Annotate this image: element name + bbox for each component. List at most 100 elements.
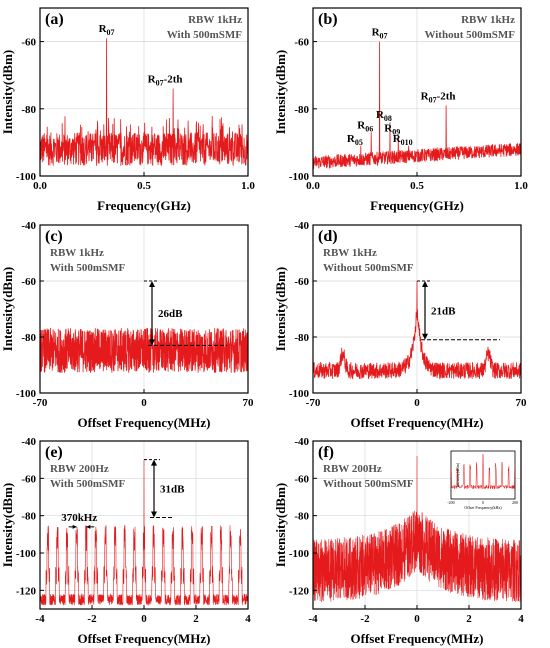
x-axis-title: Frequency(GHz) xyxy=(370,198,464,213)
info-text: RBW 200Hz xyxy=(323,463,382,475)
x-tick-label: 2 xyxy=(193,613,199,625)
peak-label: R09 xyxy=(384,123,400,137)
y-axis-title: Intensity(dBm) xyxy=(273,267,288,352)
x-tick-label: -70 xyxy=(33,397,48,409)
x-tick-label: -4 xyxy=(35,613,45,625)
y-tick-label: -100 xyxy=(289,171,310,183)
trace-line xyxy=(40,327,248,373)
x-tick-label: 70 xyxy=(243,397,255,409)
x-tick-label: -2 xyxy=(87,613,97,625)
spacing-arrowhead-left xyxy=(72,524,77,529)
panel-label: (b) xyxy=(318,11,338,28)
x-tick-label: 1.0 xyxy=(514,180,528,192)
info-text: RBW 1kHz xyxy=(323,247,377,259)
info-text: With 500mSMF xyxy=(50,262,126,274)
y-tick-label: -100 xyxy=(289,388,310,400)
y-tick-label: -80 xyxy=(294,511,309,523)
trace-group xyxy=(40,327,248,373)
x-axis-title: Offset Frequency(MHz) xyxy=(351,415,484,430)
x-tick-label: 0 xyxy=(414,397,420,409)
y-axis-title: Intensity(dBm) xyxy=(0,267,15,352)
spacing-arrowhead-right xyxy=(86,524,91,529)
peak-label: R07 xyxy=(99,23,115,37)
x-tick-label: -70 xyxy=(306,397,321,409)
chart-panel-d: -40 -60 -80 -100-70 0 70 Offset Frequency(MHz)… xyxy=(273,220,527,430)
y-tick-label: -40 xyxy=(21,220,36,232)
x-tick-label: 2 xyxy=(466,613,472,625)
x-tick-label: 0 xyxy=(141,397,147,409)
trace-group xyxy=(313,41,521,170)
trace-group xyxy=(313,455,521,603)
inset-chart: -200 0 200 Offset Frequency(kHz) Intensity(d… xyxy=(447,450,518,510)
arrow-head-down xyxy=(151,511,157,518)
x-tick-label: 4 xyxy=(518,613,524,625)
x-axis-title: Offset Frequency(MHz) xyxy=(78,631,211,646)
trace-group xyxy=(40,38,248,167)
y-tick-label: -60 xyxy=(294,473,309,485)
inset-x-tick-label: 200 xyxy=(512,500,518,505)
x-tick-label: 0.5 xyxy=(410,180,424,192)
x-tick-label: 70 xyxy=(516,397,528,409)
y-tick-label: -60 xyxy=(21,37,36,49)
y-tick-label: -60 xyxy=(21,276,36,288)
y-axis-title: Intensity(dBm) xyxy=(273,483,288,568)
db-annotation: 21dB xyxy=(431,305,456,317)
y-tick-label: -40 xyxy=(294,220,309,232)
x-tick-label: 4 xyxy=(245,613,251,625)
arrow-head-up xyxy=(422,281,428,287)
panel-label: (a) xyxy=(45,11,64,28)
y-tick-label: -100 xyxy=(16,171,37,183)
info-text: Without 500mSMF xyxy=(424,29,515,41)
y-tick-label: -40 xyxy=(294,436,309,448)
peak-label: R08 xyxy=(376,109,392,123)
y-tick-label: -100 xyxy=(16,388,37,400)
x-tick-label: -4 xyxy=(308,613,318,625)
x-tick-label: 0.5 xyxy=(137,180,151,192)
x-tick-label: 0.0 xyxy=(33,180,47,192)
info-text: RBW 200Hz xyxy=(50,463,109,475)
x-axis-title: Offset Frequency(MHz) xyxy=(351,631,484,646)
spacing-label: 370kHz xyxy=(61,512,97,524)
y-axis-title: Intensity(dBm) xyxy=(0,50,15,135)
info-text: RBW 1kHz xyxy=(188,14,242,26)
y-axis-title: Intensity(dBm) xyxy=(0,483,15,568)
x-tick-label: 1.0 xyxy=(241,180,255,192)
info-text: RBW 1kHz xyxy=(50,247,104,259)
y-tick-label: -60 xyxy=(294,37,309,49)
chart-panel-f: -40 -60 -80 -100 -120 -4 -2 0 2 4 Offset Frequency… xyxy=(273,436,524,646)
info-text: Without 500mSMF xyxy=(323,262,414,274)
panel-label: (f) xyxy=(318,444,334,461)
y-tick-label: -100 xyxy=(289,548,310,560)
y-tick-label: -40 xyxy=(21,436,36,448)
x-axis-title: Frequency(GHz) xyxy=(97,198,191,213)
info-text: With 500mSMF xyxy=(50,478,126,490)
y-tick-label: -100 xyxy=(16,548,37,560)
arrow-head-down xyxy=(422,333,428,340)
chart-panel-c: -40 -60 -80 -100-70 0 70 Offset Frequency(MHz)… xyxy=(0,220,254,430)
arrow-head-up xyxy=(149,281,155,287)
x-tick-label: 0 xyxy=(141,613,147,625)
y-tick-label: -120 xyxy=(16,585,37,597)
inset-x-axis-title: Offset Frequency(kHz) xyxy=(464,505,502,510)
peak-label: R06 xyxy=(357,119,373,133)
peak-label: R010 xyxy=(393,133,413,147)
y-tick-label: -80 xyxy=(21,332,36,344)
arrow-head-down xyxy=(149,339,155,346)
inset-x-tick-label: -200 xyxy=(447,500,454,505)
panel-label: (c) xyxy=(45,228,63,245)
y-tick-label: -80 xyxy=(21,511,36,523)
db-annotation: 31dB xyxy=(160,484,185,496)
y-tick-label: -80 xyxy=(21,104,36,116)
x-tick-label: 0 xyxy=(414,613,420,625)
y-tick-label: -80 xyxy=(294,104,309,116)
peak-label: R07 xyxy=(372,27,388,41)
trace-line xyxy=(40,38,248,167)
panel-label: (e) xyxy=(45,444,63,461)
y-tick-label: -60 xyxy=(294,276,309,288)
panel-label: (d) xyxy=(318,228,338,245)
peak-label: R07-2th xyxy=(421,90,456,104)
peak-label: R07-2th xyxy=(148,74,183,88)
